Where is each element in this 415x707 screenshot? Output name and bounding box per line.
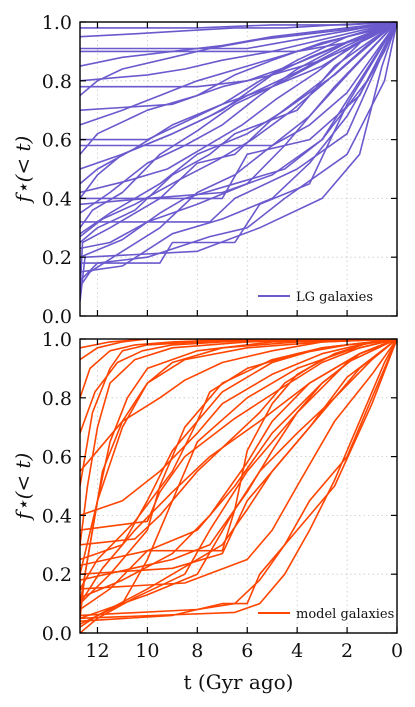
top-series-line-30	[80, 22, 397, 238]
top-series-line-9	[80, 22, 397, 264]
bottom-series-line-27	[80, 339, 397, 605]
top-legend-label: LG galaxies	[296, 290, 373, 305]
top-series-line-29	[80, 22, 397, 288]
bottom-y-tick-label: 1.0	[42, 329, 72, 351]
top-series-line-22	[80, 22, 397, 82]
top-series-line-20	[80, 22, 397, 126]
top-series-line-15	[80, 22, 397, 170]
bottom-series-line-4	[80, 339, 397, 619]
top-y-tick-label: 0.2	[42, 247, 72, 269]
bottom-y-tick-label: 0.4	[42, 505, 72, 527]
bottom-y-axis-label: f⋆(< t)	[11, 453, 35, 522]
top-series-line-11	[80, 22, 397, 223]
bottom-ticks: 12 10 8 6 4 2 0 0.0 0.2 0.4 0.6 0.8 1.0	[42, 329, 403, 662]
bottom-legend: model galaxies	[258, 607, 394, 622]
bottom-series-line-5	[80, 339, 397, 349]
top-panel: 0.0 0.2 0.4 0.6 0.8 1.0 LG galaxies f⋆(< t)	[11, 12, 398, 328]
top-series-line-18	[80, 22, 397, 147]
bottom-x-tick-label: 6	[241, 640, 253, 662]
bottom-series-line-12	[80, 339, 397, 633]
top-series-line-0	[80, 22, 397, 302]
bottom-series-line-19	[80, 339, 397, 590]
top-series-group	[80, 22, 397, 302]
bottom-x-tick-label: 4	[291, 640, 303, 662]
bottom-series-line-16	[80, 339, 397, 581]
top-series-line-17	[80, 22, 397, 141]
bottom-x-tick-label: 2	[341, 640, 353, 662]
bottom-series-line-2	[80, 339, 397, 604]
bottom-series-line-7	[80, 339, 397, 399]
bottom-y-tick-label: 0.0	[42, 623, 72, 645]
top-series-line-12	[80, 22, 397, 293]
top-y-tick-label: 0.0	[42, 306, 72, 328]
bottom-x-tick-label: 0	[391, 640, 403, 662]
bottom-series-line-10	[80, 339, 397, 590]
top-y-tick-label: 0.8	[42, 71, 72, 93]
top-series-line-28	[80, 22, 397, 29]
bottom-series-line-6	[80, 339, 397, 361]
top-series-line-3	[80, 22, 397, 244]
bottom-series-line-18	[80, 339, 397, 575]
top-y-tick-label: 0.4	[42, 188, 72, 210]
top-y-tick-label: 1.0	[42, 12, 72, 34]
bottom-legend-label: model galaxies	[296, 607, 394, 622]
top-series-line-13	[80, 22, 397, 235]
bottom-axes-frame	[79, 338, 398, 634]
top-series-line-2	[80, 22, 397, 258]
bottom-panel: 12 10 8 6 4 2 0 0.0 0.2 0.4 0.6 0.8 1.0 model galaxi…	[11, 329, 403, 694]
bottom-series-line-9	[80, 339, 397, 605]
bottom-series-line-23	[80, 339, 397, 622]
bottom-series-line-21	[80, 339, 397, 628]
top-ticks: 0.0 0.2 0.4 0.6 0.8 1.0	[42, 12, 398, 328]
top-series-line-7	[80, 22, 397, 250]
bottom-series-line-14	[80, 339, 397, 599]
bottom-series-group	[80, 339, 397, 633]
top-series-line-19	[80, 22, 397, 111]
top-y-tick-label: 0.6	[42, 130, 72, 152]
bottom-y-tick-label: 0.8	[42, 388, 72, 410]
top-axes-frame	[79, 21, 398, 317]
bottom-series-line-11	[80, 339, 397, 561]
bottom-series-line-20	[80, 339, 397, 567]
bottom-series-line-24	[80, 339, 397, 531]
top-y-axis-label: f⋆(< t)	[11, 136, 35, 205]
top-legend: LG galaxies	[258, 290, 373, 305]
bottom-y-tick-label: 0.2	[42, 564, 72, 586]
bottom-x-tick-label: 10	[135, 640, 159, 662]
bottom-y-tick-label: 0.6	[42, 447, 72, 469]
top-series-line-26	[80, 22, 397, 67]
bottom-x-axis-label: t (Gyr ago)	[184, 670, 294, 694]
bottom-x-tick-label: 8	[191, 640, 203, 662]
top-series-line-32	[80, 22, 397, 200]
bottom-series-line-25	[80, 339, 397, 517]
bottom-series-line-17	[80, 339, 397, 546]
bottom-series-line-1	[80, 339, 397, 545]
top-series-line-31	[80, 22, 397, 194]
bottom-series-line-3	[80, 339, 397, 575]
bottom-series-line-28	[80, 339, 397, 620]
bottom-series-line-26	[80, 339, 397, 472]
bottom-x-tick-label: 12	[85, 640, 109, 662]
top-series-line-1	[80, 22, 397, 282]
